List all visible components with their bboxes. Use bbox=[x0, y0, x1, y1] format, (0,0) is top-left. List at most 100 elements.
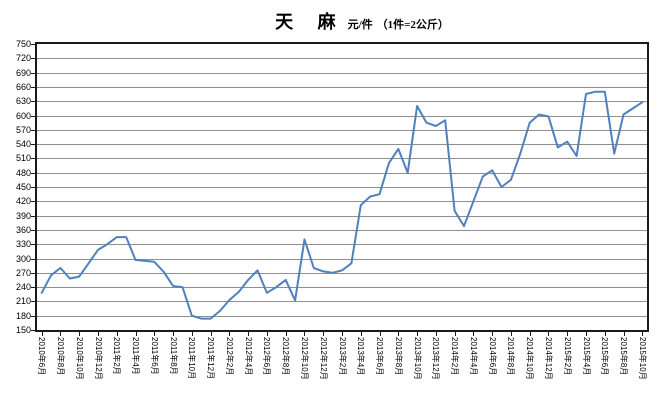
x-tick-label: 2014年6月 bbox=[487, 337, 497, 376]
x-tick-mark bbox=[380, 332, 381, 336]
x-tick-mark bbox=[248, 332, 249, 336]
x-tick-mark bbox=[455, 332, 456, 336]
x-tick-label: 2012年12月 bbox=[318, 337, 328, 380]
y-tick-label: 180 bbox=[15, 310, 31, 321]
x-tick-mark bbox=[492, 332, 493, 336]
x-tick-mark bbox=[267, 332, 268, 336]
x-tick-label: 2013年12月 bbox=[431, 337, 441, 380]
x-tick-label: 2011年10月 bbox=[187, 337, 197, 380]
y-tick-mark bbox=[31, 273, 35, 274]
x-tick-label: 2015年6月 bbox=[600, 337, 610, 376]
x-tick-mark bbox=[286, 332, 287, 336]
y-tick-label: 420 bbox=[15, 196, 31, 207]
y-tick-label: 510 bbox=[15, 153, 31, 164]
x-tick-label: 2010年12月 bbox=[93, 337, 103, 380]
x-tick-label: 2014年10月 bbox=[525, 337, 535, 380]
x-tick-label: 2013年8月 bbox=[393, 337, 403, 376]
x-tick-mark bbox=[342, 332, 343, 336]
chart-unit-label: 元/件 bbox=[347, 19, 373, 31]
x-tick-mark bbox=[79, 332, 80, 336]
x-tick-mark bbox=[642, 332, 643, 336]
x-tick-label: 2011年6月 bbox=[149, 337, 159, 375]
y-tick-label: 210 bbox=[15, 296, 31, 307]
x-tick-label: 2010年6月 bbox=[37, 337, 47, 376]
chart-title: 天 麻 元/件 （1件=2公斤） bbox=[26, 8, 672, 34]
x-tick-label: 2014年12月 bbox=[543, 337, 553, 380]
y-tick-mark bbox=[31, 73, 35, 74]
x-tick-label: 2011年12月 bbox=[206, 337, 216, 380]
x-tick-mark bbox=[173, 332, 174, 336]
y-tick-label: 390 bbox=[15, 210, 31, 221]
x-tick-label: 2012年4月 bbox=[243, 337, 253, 376]
x-tick-label: 2010年10月 bbox=[74, 337, 84, 380]
y-tick-label: 480 bbox=[15, 167, 31, 178]
y-tick-mark bbox=[31, 244, 35, 245]
x-tick-mark bbox=[117, 332, 118, 336]
x-tick-label: 2012年2月 bbox=[224, 337, 234, 376]
x-tick-mark bbox=[42, 332, 43, 336]
x-tick-mark bbox=[605, 332, 606, 336]
chart-title-text: 天 麻 bbox=[275, 12, 346, 32]
price-line-series bbox=[40, 90, 644, 320]
x-tick-mark bbox=[436, 332, 437, 336]
y-tick-label: 330 bbox=[15, 239, 31, 250]
x-tick-label: 2012年10月 bbox=[299, 337, 309, 380]
y-tick-label: 270 bbox=[15, 267, 31, 278]
y-tick-mark bbox=[31, 158, 35, 159]
y-tick-mark bbox=[31, 101, 35, 102]
x-tick-label: 2015年2月 bbox=[562, 337, 572, 376]
y-tick-label: 690 bbox=[15, 67, 31, 78]
x-tick-mark bbox=[530, 332, 531, 336]
x-tick-mark bbox=[417, 332, 418, 336]
y-tick-mark bbox=[31, 130, 35, 131]
y-tick-mark bbox=[31, 216, 35, 217]
y-tick-mark bbox=[31, 144, 35, 145]
x-tick-mark bbox=[60, 332, 61, 336]
y-tick-label: 570 bbox=[15, 124, 31, 135]
chart-canvas bbox=[37, 58, 647, 320]
x-tick-mark bbox=[511, 332, 512, 336]
x-tick-mark bbox=[229, 332, 230, 336]
plot-area bbox=[35, 42, 649, 332]
y-tick-mark bbox=[31, 58, 35, 59]
y-tick-label: 360 bbox=[15, 224, 31, 235]
y-tick-label: 540 bbox=[15, 139, 31, 150]
y-tick-label: 630 bbox=[15, 96, 31, 107]
x-tick-mark bbox=[323, 332, 324, 336]
x-tick-mark bbox=[548, 332, 549, 336]
x-tick-label: 2014年8月 bbox=[506, 337, 516, 376]
x-tick-mark bbox=[586, 332, 587, 336]
x-tick-mark bbox=[304, 332, 305, 336]
x-tick-mark bbox=[136, 332, 137, 336]
y-tick-mark bbox=[31, 301, 35, 302]
y-tick-mark bbox=[31, 201, 35, 202]
x-tick-label: 2015年8月 bbox=[619, 337, 629, 376]
y-tick-label: 660 bbox=[15, 81, 31, 92]
x-tick-label: 2014年2月 bbox=[450, 337, 460, 376]
y-tick-mark bbox=[31, 173, 35, 174]
y-tick-mark bbox=[31, 230, 35, 231]
x-tick-label: 2011年2月 bbox=[112, 337, 122, 375]
x-tick-mark bbox=[211, 332, 212, 336]
y-tick-label: 150 bbox=[15, 325, 31, 335]
y-tick-mark bbox=[31, 330, 35, 331]
y-tick-mark bbox=[31, 187, 35, 188]
x-tick-mark bbox=[398, 332, 399, 336]
x-tick-label: 2011年4月 bbox=[131, 337, 141, 375]
y-tick-label: 750 bbox=[15, 39, 31, 49]
x-tick-mark bbox=[473, 332, 474, 336]
x-tick-label: 2012年8月 bbox=[281, 337, 291, 376]
x-tick-label: 2012年6月 bbox=[262, 337, 272, 376]
y-tick-mark bbox=[31, 259, 35, 260]
y-tick-label: 240 bbox=[15, 282, 31, 293]
y-tick-label: 300 bbox=[15, 253, 31, 264]
x-tick-label: 2013年4月 bbox=[356, 337, 366, 376]
x-tick-label: 2013年10月 bbox=[412, 337, 422, 380]
x-tick-label: 2010年8月 bbox=[55, 337, 65, 376]
y-tick-mark bbox=[31, 87, 35, 88]
x-tick-label: 2015年4月 bbox=[581, 337, 591, 376]
x-tick-label: 2014年4月 bbox=[468, 337, 478, 376]
x-tick-label: 2011年8月 bbox=[168, 337, 178, 375]
x-tick-label: 2015年10月 bbox=[637, 337, 647, 380]
